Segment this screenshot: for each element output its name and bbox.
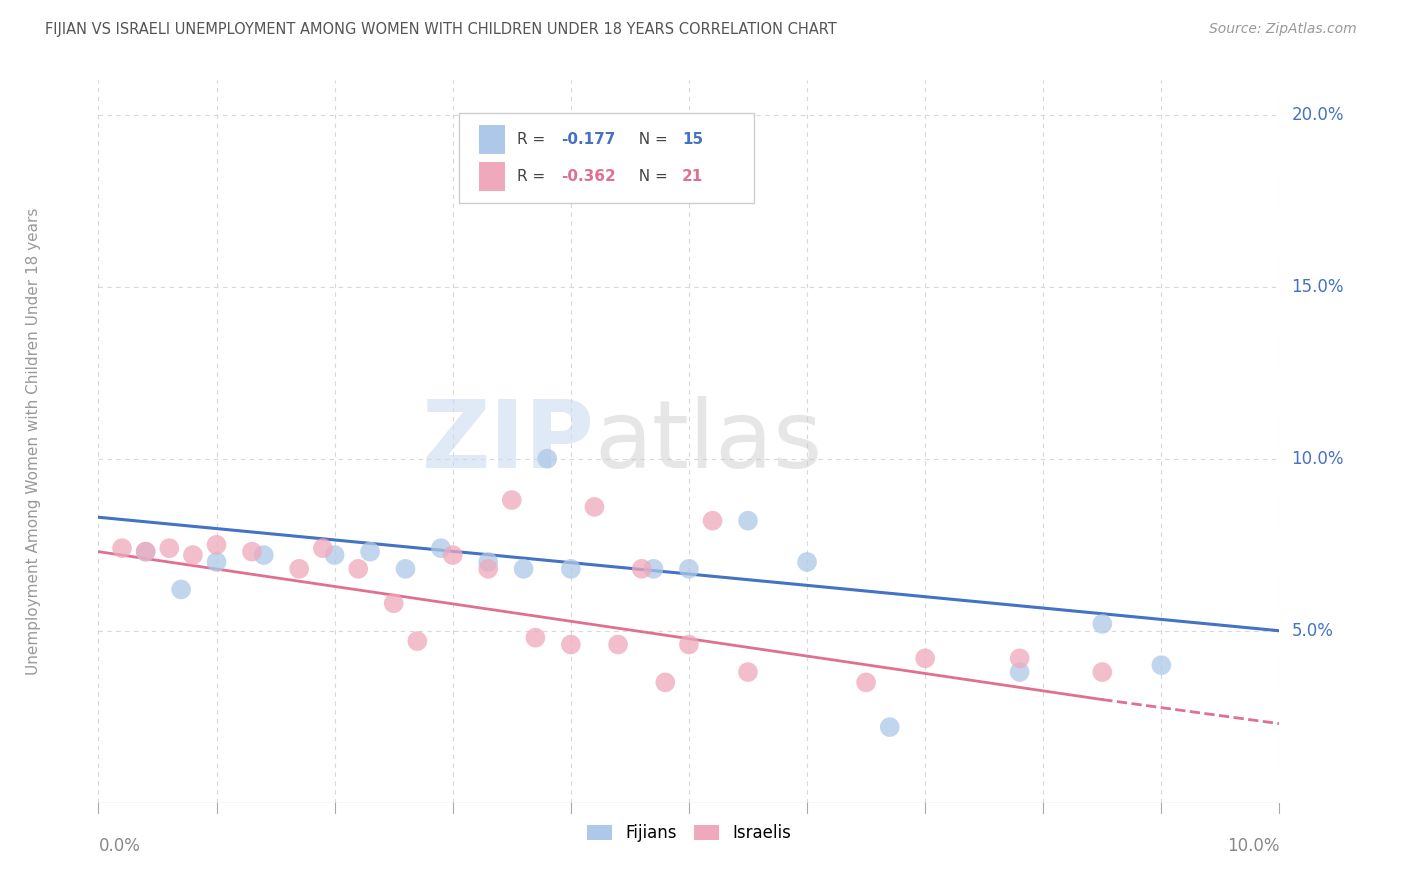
- Point: [536, 451, 558, 466]
- Text: atlas: atlas: [595, 395, 823, 488]
- Point: [205, 555, 228, 569]
- Point: [170, 582, 193, 597]
- Point: [630, 562, 652, 576]
- Point: [1091, 616, 1114, 631]
- Point: [595, 125, 617, 139]
- Point: [382, 596, 405, 610]
- Text: 20.0%: 20.0%: [1291, 105, 1344, 124]
- Point: [1150, 658, 1173, 673]
- Point: [205, 538, 228, 552]
- Point: [477, 555, 499, 569]
- Point: [560, 562, 582, 576]
- Point: [737, 514, 759, 528]
- Point: [607, 638, 630, 652]
- Point: [702, 514, 724, 528]
- Text: 0.0%: 0.0%: [98, 838, 141, 855]
- Point: [240, 544, 263, 558]
- Point: [135, 544, 157, 558]
- Text: -0.362: -0.362: [561, 169, 616, 184]
- Text: 15: 15: [682, 132, 703, 147]
- Text: R =: R =: [516, 132, 550, 147]
- Point: [312, 541, 335, 556]
- Point: [135, 544, 157, 558]
- Text: ZIP: ZIP: [422, 395, 595, 488]
- FancyBboxPatch shape: [458, 112, 754, 203]
- Point: [181, 548, 204, 562]
- Text: 10.0%: 10.0%: [1291, 450, 1344, 467]
- Point: [359, 544, 381, 558]
- Point: [1008, 651, 1031, 665]
- Point: [678, 562, 700, 576]
- Point: [512, 562, 534, 576]
- Bar: [478, 161, 505, 191]
- Point: [111, 541, 134, 556]
- Text: FIJIAN VS ISRAELI UNEMPLOYMENT AMONG WOMEN WITH CHILDREN UNDER 18 YEARS CORRELAT: FIJIAN VS ISRAELI UNEMPLOYMENT AMONG WOM…: [45, 22, 837, 37]
- Point: [678, 638, 700, 652]
- Text: 21: 21: [682, 169, 703, 184]
- Point: [879, 720, 901, 734]
- Point: [583, 500, 606, 514]
- Point: [737, 665, 759, 679]
- Point: [643, 562, 665, 576]
- Point: [430, 541, 453, 556]
- Bar: [478, 125, 505, 154]
- Text: 10.0%: 10.0%: [1227, 838, 1279, 855]
- Point: [524, 631, 547, 645]
- Text: -0.177: -0.177: [561, 132, 616, 147]
- Legend: Fijians, Israelis: Fijians, Israelis: [581, 817, 797, 848]
- Point: [914, 651, 936, 665]
- Point: [347, 562, 370, 576]
- Text: 15.0%: 15.0%: [1291, 277, 1344, 296]
- Point: [560, 638, 582, 652]
- Text: N =: N =: [628, 132, 672, 147]
- Point: [654, 675, 676, 690]
- Point: [157, 541, 180, 556]
- Point: [1091, 665, 1114, 679]
- Text: Source: ZipAtlas.com: Source: ZipAtlas.com: [1209, 22, 1357, 37]
- Point: [477, 562, 499, 576]
- Point: [1008, 665, 1031, 679]
- Point: [441, 548, 464, 562]
- Point: [501, 493, 523, 508]
- Text: Unemployment Among Women with Children Under 18 years: Unemployment Among Women with Children U…: [25, 208, 41, 675]
- Point: [855, 675, 877, 690]
- Point: [394, 562, 416, 576]
- Point: [288, 562, 311, 576]
- Text: N =: N =: [628, 169, 672, 184]
- Point: [406, 634, 429, 648]
- Point: [323, 548, 346, 562]
- Point: [253, 548, 276, 562]
- Text: 5.0%: 5.0%: [1291, 622, 1333, 640]
- Point: [796, 555, 818, 569]
- Text: R =: R =: [516, 169, 550, 184]
